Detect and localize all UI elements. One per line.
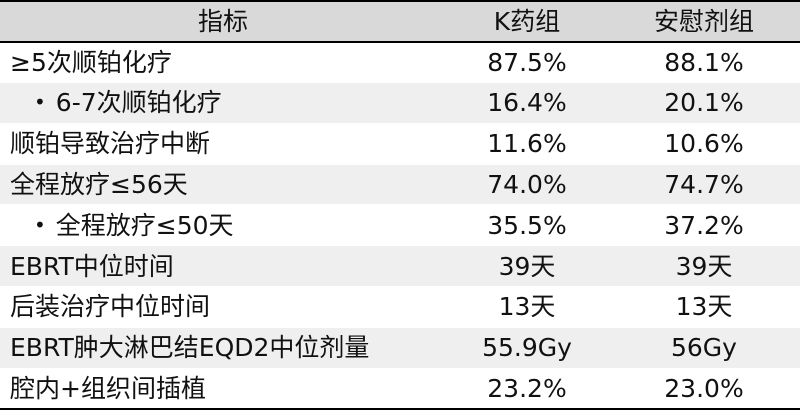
table-row: 全程放疗≤56天 74.0% 74.7%: [0, 164, 800, 205]
placebo-group-value: 74.7%: [664, 170, 744, 200]
k-group-value: 39天: [498, 251, 556, 281]
table-row: ≥5次顺铂化疗 87.5% 88.1%: [0, 41, 800, 83]
row-label: 6-7次顺铂化疗: [55, 88, 222, 118]
k-group-value: 35.5%: [487, 210, 567, 240]
row-label: 顺铂导致治疗中断: [10, 129, 211, 159]
row-label-sub: • 6-7次顺铂化疗: [0, 83, 446, 124]
table-row: • 6-7次顺铂化疗 16.4% 20.1%: [0, 82, 800, 124]
table-row: • 全程放疗≤50天 35.5% 37.2%: [0, 204, 800, 246]
row-label: 全程放疗≤56天: [10, 170, 188, 200]
table-row: EBRT中位时间 39天 39天: [0, 245, 800, 287]
table-row: 顺铂导致治疗中断 11.6% 10.6%: [0, 123, 800, 165]
row-label: 全程放疗≤50天: [55, 210, 234, 240]
k-group-value: 23.2%: [487, 373, 567, 403]
placebo-group-value: 20.1%: [664, 88, 744, 118]
table-row: 腔内+组织间插植 23.2% 23.0%: [0, 368, 800, 409]
row-label: ≥5次顺铂化疗: [10, 47, 172, 77]
row-label: 腔内+组织间插植: [10, 373, 206, 403]
placebo-group-value: 37.2%: [664, 210, 744, 240]
k-group-value: 74.0%: [487, 170, 567, 200]
table-header-row: 指标 K药组 安慰剂组: [0, 1, 800, 42]
bullet-icon: •: [34, 212, 46, 237]
placebo-group-value: 10.6%: [664, 129, 744, 159]
placebo-group-value: 39天: [675, 251, 733, 281]
k-group-value: 55.9Gy: [482, 333, 572, 363]
bullet-icon: •: [34, 90, 46, 115]
k-group-value: 13天: [498, 292, 556, 322]
placebo-group-value: 88.1%: [664, 47, 744, 77]
placebo-group-value: 13天: [675, 292, 733, 322]
placebo-group-value: 23.0%: [664, 373, 744, 403]
k-group-value: 11.6%: [487, 129, 567, 159]
k-group-value: 16.4%: [487, 88, 567, 118]
k-group-value: 87.5%: [487, 47, 567, 77]
row-label: 后装治疗中位时间: [10, 292, 211, 322]
header-placebo-group: 安慰剂组: [653, 6, 754, 36]
header-k-group: K药组: [493, 6, 561, 36]
header-metric: 指标: [197, 6, 248, 36]
row-label-sub: • 全程放疗≤50天: [0, 205, 446, 246]
row-label: EBRT中位时间: [10, 251, 174, 281]
row-label: EBRT肿大淋巴结EQD2中位剂量: [10, 333, 370, 363]
table-row: EBRT肿大淋巴结EQD2中位剂量 55.9Gy 56Gy: [0, 327, 800, 369]
table-row: 后装治疗中位时间 13天 13天: [0, 286, 800, 328]
placebo-group-value: 56Gy: [671, 333, 737, 363]
